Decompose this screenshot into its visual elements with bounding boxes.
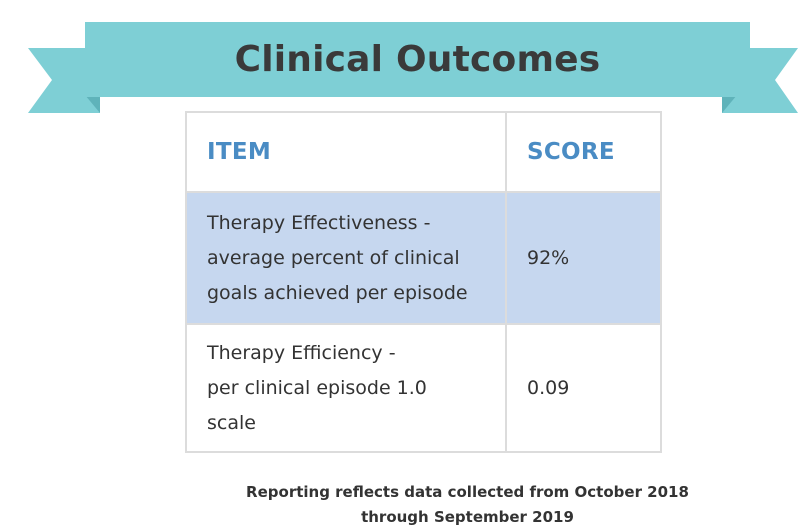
score-cell: 0.09 <box>505 323 662 453</box>
footnote-line: Reporting reflects data collected from O… <box>246 483 689 501</box>
ribbon-right-fold <box>722 95 737 113</box>
item-text-line: scale <box>207 411 256 434</box>
column-header-score: SCORE <box>505 111 662 193</box>
item-cell: Therapy Effectiveness - average percent … <box>185 191 507 325</box>
item-text-line: goals achieved per episode <box>207 281 468 304</box>
item-text-line: Therapy Efficiency - <box>207 341 396 364</box>
outcomes-table: ITEM SCORE Therapy Effectiveness - avera… <box>185 111 662 453</box>
score-cell: 92% <box>505 191 662 325</box>
outcomes-table-container: ITEM SCORE Therapy Effectiveness - avera… <box>185 111 662 453</box>
ribbon-left-fold <box>85 95 100 113</box>
footnote-line: through September 2019 <box>361 508 574 526</box>
item-text-line: per clinical episode 1.0 <box>207 376 427 399</box>
table-header-row: ITEM SCORE <box>185 111 662 193</box>
table-row-therapy-effectiveness: Therapy Effectiveness - average percent … <box>185 191 662 325</box>
reporting-footnote: Reporting reflects data collected from O… <box>185 480 750 530</box>
page-title: Clinical Outcomes <box>234 39 601 80</box>
column-header-item: ITEM <box>185 111 507 193</box>
ribbon-left-tail <box>28 48 100 113</box>
item-cell: Therapy Efficiency - per clinical episod… <box>185 323 507 453</box>
title-banner: Clinical Outcomes <box>0 0 802 120</box>
item-text-line: Therapy Effectiveness - <box>207 211 431 234</box>
table-row-therapy-efficiency: Therapy Efficiency - per clinical episod… <box>185 323 662 453</box>
ribbon-shape <box>28 22 798 113</box>
ribbon-band <box>85 22 750 97</box>
item-text-line: average percent of clinical <box>207 246 460 269</box>
